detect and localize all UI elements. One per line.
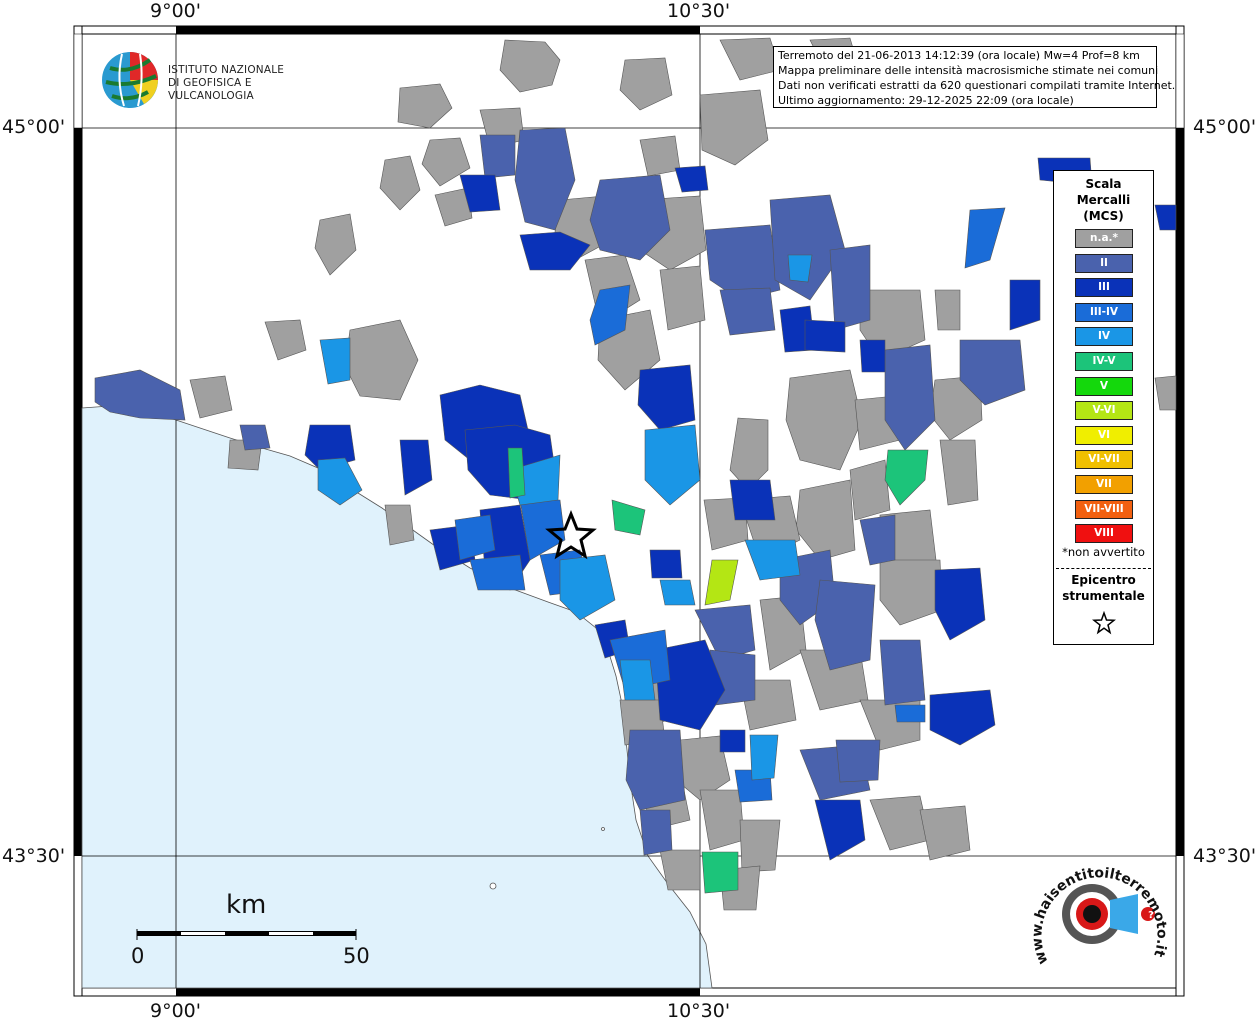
haisentito-logo: ? www.haisentitoilterremoto.it xyxy=(1029,842,1170,980)
lon-label-top-right: 10°30' xyxy=(667,0,731,22)
municipalities xyxy=(94,37,1177,911)
ingv-line2: DI GEOFISICA E VULCANOLOGIA xyxy=(168,77,254,102)
ingv-globe-icon xyxy=(102,52,158,108)
event-info-line4: Ultimo aggiornamento: 29-12-2025 22:09 (… xyxy=(778,94,1074,107)
legend-epi-line1: Epicentro xyxy=(1071,573,1136,587)
scale-start: 0 xyxy=(131,944,145,968)
legend-item: II xyxy=(1075,253,1133,273)
haisentito-badge-icon: ? www.haisentitoilterremoto.it xyxy=(1029,865,1169,966)
lat-label-left-bottom: 43°30' xyxy=(2,845,66,867)
legend-item: VIII xyxy=(1075,524,1133,544)
event-info-box: Terremoto del 21-06-2013 14:12:39 (ora l… xyxy=(773,46,1176,108)
intensity-iv-v xyxy=(507,447,929,894)
legend-item: IV xyxy=(1075,327,1133,347)
legend-item: n.a.* xyxy=(1075,229,1133,248)
legend-epicenter-label: Epicentro strumentale xyxy=(1054,572,1153,604)
mcs-legend: Scala Mercalli (MCS) n.a.* II III III-IV IV I… xyxy=(1053,170,1154,645)
legend-item: V-VI xyxy=(1075,401,1133,421)
legend-item: III-IV xyxy=(1075,302,1133,322)
legend-item: III xyxy=(1075,278,1133,298)
scale-end: 50 xyxy=(343,944,370,968)
legend-item: V xyxy=(1075,376,1133,396)
islands xyxy=(489,827,605,890)
lat-label-left-top: 45°00' xyxy=(2,116,66,138)
legend-note: *non avvertito xyxy=(1062,545,1145,559)
ingv-logo: ISTITUTO NAZIONALE DI GEOFISICA E VULCAN… xyxy=(100,46,340,112)
legend-star-icon xyxy=(1092,611,1116,635)
intensity-v-vi xyxy=(704,559,739,606)
legend-item: VI-VII xyxy=(1075,450,1133,470)
legend-title: Scala Mercalli (MCS) xyxy=(1054,176,1153,224)
event-info-line2: Mappa preliminare delle intensità macros… xyxy=(778,64,1159,77)
event-info-line3: Dati non verificati estratti da 620 ques… xyxy=(778,79,1176,92)
legend-epi-line2: strumentale xyxy=(1062,589,1145,603)
scale-unit: km xyxy=(226,890,267,920)
lat-label-right-bottom: 43°30' xyxy=(1193,845,1256,867)
intensity-iv xyxy=(317,254,813,781)
lat-label-right-top: 45°00' xyxy=(1193,116,1256,138)
scale-bar xyxy=(136,929,357,940)
lon-label-bottom-left: 9°00' xyxy=(150,1000,201,1022)
lon-label-top-left: 9°00' xyxy=(150,0,201,22)
legend-title-line2: Mercalli xyxy=(1076,193,1131,207)
ingv-line1: ISTITUTO NAZIONALE xyxy=(168,64,285,76)
legend-item: VII xyxy=(1075,475,1133,494)
grid-lines xyxy=(82,34,1176,988)
legend-title-line1: Scala xyxy=(1085,177,1122,191)
legend-item: VII-VIII xyxy=(1075,499,1133,519)
legend-title-line3: (MCS) xyxy=(1083,209,1124,223)
event-info-line1: Terremoto del 21-06-2013 14:12:39 (ora l… xyxy=(778,49,1140,62)
legend-item: IV-V xyxy=(1075,352,1133,371)
legend-separator xyxy=(1056,568,1151,569)
lon-label-bottom-right: 10°30' xyxy=(667,1000,731,1022)
epicenter-star xyxy=(545,509,597,560)
intensity-ii xyxy=(94,127,1026,856)
svg-text:?: ? xyxy=(1148,910,1154,921)
legend-item: VI xyxy=(1075,425,1133,445)
